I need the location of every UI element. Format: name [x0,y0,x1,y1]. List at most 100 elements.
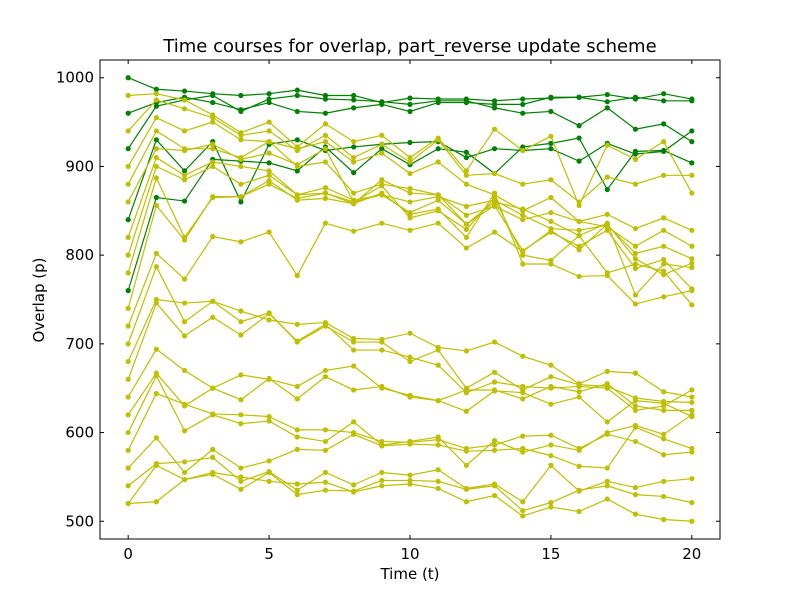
data-point [322,132,329,138]
data-point [661,431,667,437]
data-point [689,399,695,405]
data-point [632,148,639,154]
data-point [604,91,610,98]
data-point [379,438,385,445]
data-point [407,358,413,365]
data-point [322,159,329,165]
data-point [632,403,639,409]
data-point [125,465,131,471]
data-point [351,170,357,176]
data-point [181,147,188,154]
data-point [266,91,272,97]
data-point [125,75,131,81]
data-point [661,215,667,221]
data-point [689,139,695,145]
data-point [520,147,526,154]
data-point [463,98,469,104]
data-point [238,372,244,378]
data-point [407,354,413,360]
data-point [125,500,131,507]
data-point [435,467,441,473]
data-point [689,518,695,524]
data-point [181,276,188,282]
data-point [153,300,159,306]
data-point [407,139,413,146]
data-point [322,447,329,453]
data-point [351,387,357,393]
data-point [181,319,188,325]
data-point [125,358,131,365]
data-point [548,94,554,100]
data-point [407,190,413,196]
data-point [351,228,357,234]
data-point [181,88,188,94]
data-point [153,86,159,92]
data-point [604,105,610,111]
data-point [294,338,300,344]
data-point [266,418,272,424]
data-point [604,483,610,489]
data-point [181,106,188,112]
data-point [689,128,695,134]
data-point [604,221,610,227]
data-point [294,272,300,279]
data-point [238,319,244,325]
data-point [351,154,357,161]
data-point [238,156,244,162]
data-point [351,139,357,145]
data-point [661,407,667,413]
data-point [520,390,526,396]
data-point [125,394,131,400]
data-point [435,347,441,353]
data-point [435,192,441,198]
data-point [632,256,639,262]
data-point [210,469,216,476]
data-point [520,217,526,223]
data-point [520,353,526,359]
data-point [210,141,216,147]
data-point [153,175,159,181]
data-point [576,445,582,452]
data-point [379,483,385,489]
data-point [520,101,526,107]
data-point [520,433,526,439]
data-point [576,94,582,100]
x-tick-label: 0 [123,545,133,563]
data-point [604,186,610,193]
data-point [407,101,413,107]
data-point [294,162,300,168]
data-point [576,123,582,129]
data-point [181,177,188,183]
data-point [153,97,159,103]
series-7 [125,97,695,205]
data-point [294,137,300,143]
data-point [407,330,413,336]
data-point [379,347,385,353]
data-point [576,383,582,390]
data-point [689,98,695,104]
data-point [379,146,385,152]
data-point [604,142,610,148]
data-point [379,443,385,449]
data-point [661,139,667,145]
data-point [266,150,272,156]
data-point [266,128,272,134]
y-tick-label: 600 [65,424,94,442]
data-point [322,220,329,226]
data-point [238,181,244,187]
data-point [576,508,582,515]
data-point [379,190,385,196]
data-point [153,115,159,121]
data-point [435,98,441,104]
data-point [153,163,159,170]
data-point [632,492,639,498]
data-point [548,108,554,115]
data-point [210,446,216,453]
data-point [125,199,131,205]
data-point [294,87,300,93]
data-point [379,183,385,189]
data-point [379,469,385,476]
data-point [491,339,498,345]
data-point [661,147,667,154]
data-point [689,407,695,413]
